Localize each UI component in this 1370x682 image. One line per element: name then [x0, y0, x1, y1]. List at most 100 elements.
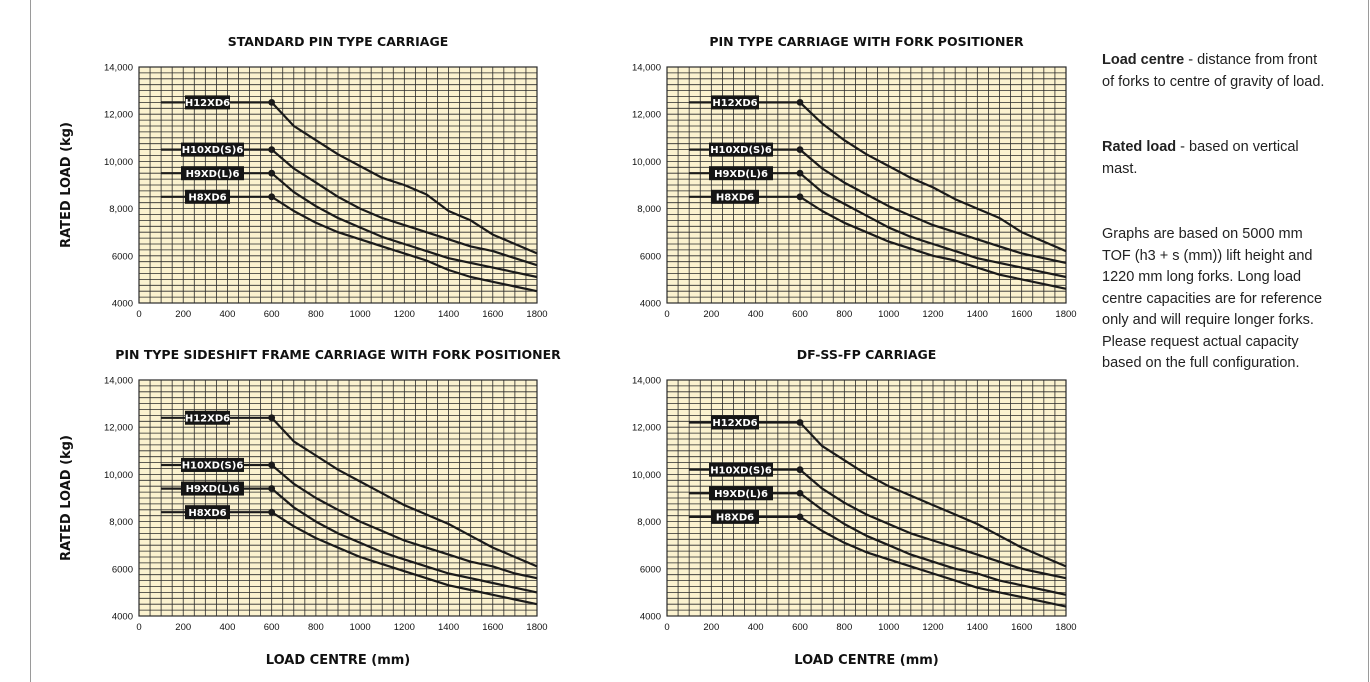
x-tick-label: 400	[748, 622, 764, 633]
y-tick-label: 14,000	[632, 63, 661, 74]
series-line	[689, 492, 1067, 596]
series-line	[689, 421, 1067, 568]
y-tick-label: 10,000	[632, 470, 661, 481]
series-label-box	[711, 415, 759, 430]
series-label: H10XD(S)6	[710, 145, 772, 156]
series-point	[796, 419, 804, 426]
series-label-box	[181, 481, 244, 496]
series-label-box	[185, 410, 230, 425]
series-label: H8XD6	[716, 192, 754, 203]
series-line	[161, 195, 538, 293]
x-tick-label: 0	[664, 622, 669, 633]
y-axis-label: RATED LOAD (kg)	[59, 122, 74, 248]
x-tick-label: 1600	[1011, 622, 1032, 633]
x-tick-label: 600	[264, 309, 280, 320]
series-label: H9XD(L)6	[186, 169, 240, 180]
y-tick-label: 12,000	[104, 423, 133, 434]
x-tick-label: 600	[792, 309, 808, 320]
x-tick-label: 800	[836, 309, 852, 320]
x-tick-label: 400	[220, 309, 236, 320]
series-label-box	[711, 189, 759, 204]
x-tick-label: 1800	[526, 622, 547, 633]
y-tick-label: 8,000	[109, 204, 133, 215]
x-tick-label: 1400	[967, 309, 988, 320]
series-label-box	[711, 509, 759, 524]
x-tick-label: 1400	[967, 622, 988, 633]
series-label-box	[709, 462, 773, 477]
series-point	[268, 461, 276, 469]
series-point	[268, 169, 276, 177]
series-line	[689, 101, 1067, 253]
y-tick-label: 6000	[112, 564, 133, 575]
plot-border	[138, 66, 538, 304]
y-tick-label: 14,000	[104, 376, 133, 387]
note-rated-load: Rated load - based on vertical mast.	[1102, 137, 1332, 180]
x-tick-label: 800	[308, 622, 324, 633]
series-point	[268, 414, 276, 422]
x-tick-label: 1600	[1011, 309, 1032, 320]
chart-title: PIN TYPE CARRIAGE WITH FORK POSITIONER	[709, 34, 1024, 49]
series-point	[796, 99, 804, 106]
series-line	[689, 172, 1067, 279]
series-label-box	[711, 95, 759, 110]
note-rated-load-term: Rated load	[1102, 139, 1177, 155]
y-tick-label: 4000	[112, 612, 133, 623]
series-line	[161, 511, 538, 606]
series-label-box	[709, 142, 773, 157]
charts-canvas: STANDARD PIN TYPE CARRIAGE 0 200 400 600 800 1…	[59, 34, 1077, 668]
series-point	[796, 146, 804, 154]
x-tick-label: 400	[220, 622, 236, 633]
series-point	[268, 193, 276, 201]
series-label: H12XD6	[712, 98, 757, 109]
y-axis-label: RATED LOAD (kg)	[59, 435, 74, 561]
series-label: H10XD(S)6	[182, 145, 244, 156]
x-tick-label: 1600	[482, 622, 503, 633]
y-tick-label: 12,000	[632, 423, 661, 434]
chart-title: DF-SS-FP CARRIAGE	[797, 347, 937, 362]
plot-border	[138, 379, 538, 617]
y-tick-label: 4000	[640, 299, 661, 310]
y-tick-label: 6000	[640, 564, 661, 575]
series-point	[796, 193, 804, 201]
x-tick-label: 1400	[438, 309, 459, 320]
x-tick-label: 1000	[878, 309, 899, 320]
series-label: H8XD6	[188, 508, 226, 519]
x-tick-label: 1400	[438, 622, 459, 633]
x-tick-label: 1000	[878, 622, 899, 633]
y-tick-label: 14,000	[632, 376, 661, 387]
x-tick-label: 600	[792, 622, 808, 633]
x-tick-label: 400	[748, 309, 764, 320]
chart-title: PIN TYPE SIDESHIFT FRAME CARRIAGE WITH F…	[115, 347, 561, 362]
y-tick-label: 6000	[640, 251, 661, 262]
series-line	[161, 463, 538, 580]
series-label: H12XD6	[185, 98, 230, 109]
series-label-box	[185, 189, 230, 204]
y-tick-label: 4000	[640, 612, 661, 623]
series-point	[268, 508, 276, 516]
side-notes: Load centre - distance from front of for…	[1102, 50, 1332, 375]
y-tick-label: 10,000	[104, 157, 133, 168]
y-tick-label: 8,000	[109, 517, 133, 528]
x-tick-label: 0	[136, 622, 141, 633]
series-point	[268, 485, 276, 492]
x-tick-label: 200	[703, 309, 719, 320]
x-tick-label: 0	[136, 309, 141, 320]
x-tick-label: 200	[175, 622, 191, 633]
series-point	[796, 489, 804, 497]
y-tick-label: 4000	[112, 299, 133, 310]
series-label-box	[181, 457, 244, 472]
series-label: H8XD6	[716, 512, 754, 523]
y-tick-label: 10,000	[104, 470, 133, 481]
series-point	[268, 146, 276, 154]
series-label: H12XD6	[185, 413, 230, 424]
series-line	[689, 468, 1067, 580]
y-tick-label: 8,000	[637, 517, 661, 528]
y-tick-label: 12,000	[632, 110, 661, 121]
x-tick-label: 1200	[394, 309, 415, 320]
x-tick-label: 600	[264, 622, 280, 633]
x-tick-label: 200	[703, 622, 719, 633]
series-point	[796, 513, 804, 521]
note-rated-load-text: - based on vertical mast.	[1102, 139, 1299, 177]
x-axis-label: LOAD CENTRE (mm)	[266, 653, 410, 668]
series-label-box	[709, 166, 773, 181]
